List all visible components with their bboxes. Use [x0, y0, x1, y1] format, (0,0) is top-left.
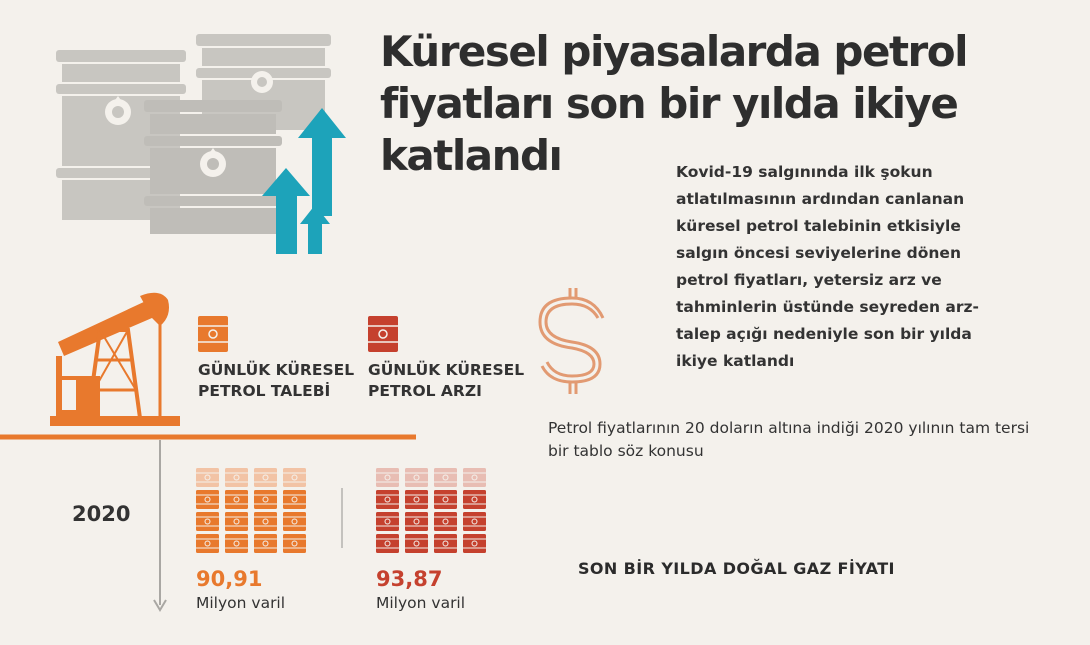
- supply-barrel-grid: [376, 468, 486, 553]
- barrel-icon: [196, 490, 219, 509]
- barrel-icon: [368, 316, 398, 352]
- page-title: Küresel piyasalarda petrol fiyatları son…: [380, 27, 969, 180]
- supply-unit: Milyon varil: [376, 594, 466, 612]
- barrel-icon: [225, 468, 248, 487]
- barrel-icon: [283, 512, 306, 531]
- barrel-icon: [254, 468, 277, 487]
- barrel-icon: [196, 468, 219, 487]
- barrel-icon: [405, 468, 428, 487]
- up-arrows-icon: [262, 108, 346, 254]
- barrel-icon: [254, 534, 277, 553]
- barrel-icon: [434, 468, 457, 487]
- demand-label: GÜNLÜK KÜRESEL PETROL TALEBİ: [198, 361, 355, 400]
- barrel-icon: [225, 534, 248, 553]
- note-text: Petrol fiyatlarının 20 doların altına in…: [548, 419, 1030, 460]
- barrel-icon: [283, 534, 306, 553]
- barrel-icon: [198, 316, 228, 352]
- supply-label: GÜNLÜK KÜRESEL PETROL ARZI: [368, 361, 525, 400]
- barrel-icon: [376, 468, 399, 487]
- dollar-icon: [538, 288, 605, 394]
- barrel-icon: [283, 468, 306, 487]
- barrel-icon: [254, 512, 277, 531]
- pump-jack-icon: [50, 292, 180, 426]
- year-label: 2020: [72, 502, 131, 526]
- barrel-icon: [376, 534, 399, 553]
- barrel-icon: [376, 512, 399, 531]
- barrel-icon: [463, 534, 486, 553]
- demand-barrel-grid: [196, 468, 306, 553]
- barrel-icon: [434, 490, 457, 509]
- barrel-icon: [196, 534, 219, 553]
- demand-value: 90,91: [196, 567, 263, 591]
- demand-unit: Milyon varil: [196, 594, 286, 612]
- barrel-icon: [434, 534, 457, 553]
- barrel-icon: [405, 490, 428, 509]
- oil-barrels-icon: [56, 34, 331, 234]
- barrel-icon: [225, 490, 248, 509]
- barrel-icon: [225, 512, 248, 531]
- timeline-arrow: [153, 440, 167, 612]
- barrel-icon: [463, 512, 486, 531]
- barrel-icon: [463, 490, 486, 509]
- gas-heading: SON BİR YILDA DOĞAL GAZ FİYATI: [578, 559, 895, 578]
- barrel-icon: [283, 490, 306, 509]
- barrel-icon: [434, 512, 457, 531]
- barrel-icon: [405, 534, 428, 553]
- supply-value: 93,87: [376, 567, 443, 591]
- barrel-icon: [254, 490, 277, 509]
- barrel-icon: [376, 490, 399, 509]
- barrel-icon: [463, 468, 486, 487]
- description-text: Kovid-19 salgınında ilk şokun atlatılmas…: [676, 163, 979, 370]
- barrel-icon: [196, 512, 219, 531]
- barrel-icon: [405, 512, 428, 531]
